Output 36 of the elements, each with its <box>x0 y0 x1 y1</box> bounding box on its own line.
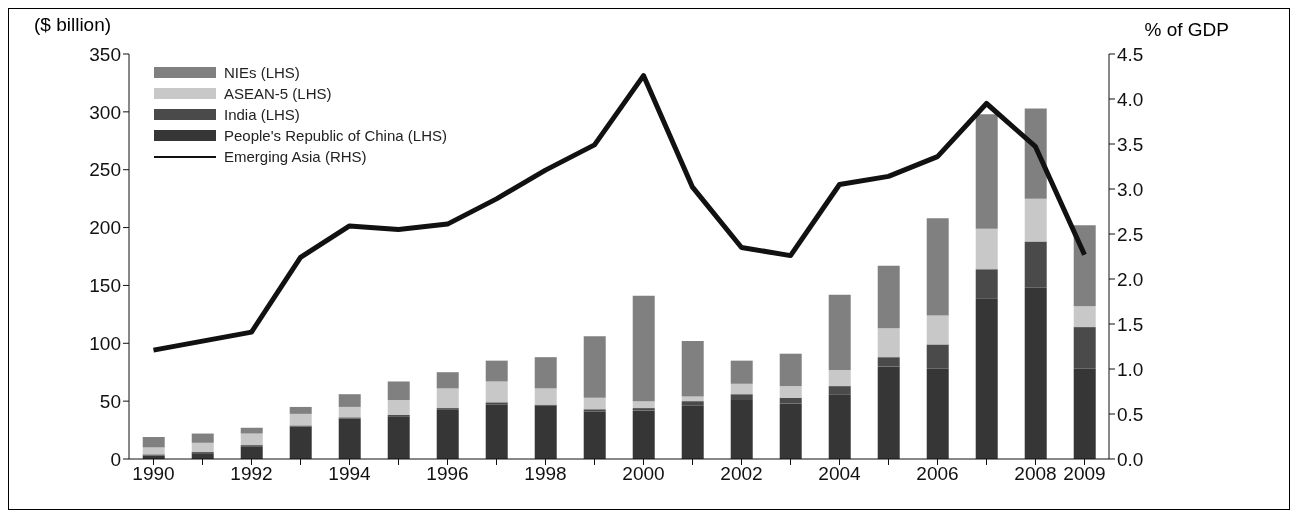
y2-tick-label: 4.0 <box>1117 88 1144 110</box>
y2-tick-label: 1.5 <box>1117 313 1144 335</box>
y2-tick-label: 4.5 <box>1117 43 1144 65</box>
y2-tick-label: 0.5 <box>1117 403 1144 425</box>
y-axis-title: ($ billion) <box>34 14 112 36</box>
y-tick-label: 50 <box>99 390 121 412</box>
y-tick-label: 200 <box>89 217 121 239</box>
y-tick-label: 0 <box>110 448 121 470</box>
y2-tick-label: 2.5 <box>1117 223 1144 245</box>
x-tick-label: 1998 <box>524 463 567 485</box>
x-tick-label: 2008 <box>1014 463 1057 485</box>
y-tick-label: 350 <box>89 43 121 65</box>
x-tick-label: 1994 <box>328 463 372 485</box>
x-tick-label: 1992 <box>230 463 273 485</box>
legend-label: People's Republic of China (LHS) <box>224 126 447 146</box>
legend-label: Emerging Asia (RHS) <box>224 147 367 167</box>
y-tick-label: 300 <box>89 101 121 123</box>
y-tick-label: 150 <box>89 275 121 297</box>
y-tick-label: 250 <box>89 159 121 181</box>
x-tick-label: 2002 <box>720 463 763 485</box>
y2-tick-label: 1.0 <box>1117 358 1144 380</box>
x-tick-label: 1996 <box>426 463 469 485</box>
x-tick-label: 2006 <box>916 463 959 485</box>
y2-tick-label: 2.0 <box>1117 268 1144 290</box>
y-tick-label: 100 <box>89 333 121 355</box>
x-tick-label: 2004 <box>818 463 862 485</box>
x-tick-label: 1990 <box>132 463 175 485</box>
legend-label: NIEs (LHS) <box>224 63 300 83</box>
legend-label: ASEAN-5 (LHS) <box>224 84 332 104</box>
y2-tick-label: 0.0 <box>1117 448 1144 470</box>
x-tick-label: 2009 <box>1063 463 1106 485</box>
legend-label: India (LHS) <box>224 105 300 125</box>
x-tick-label: 2000 <box>622 463 665 485</box>
y2-tick-label: 3.0 <box>1117 178 1144 200</box>
y2-tick-label: 3.5 <box>1117 133 1144 155</box>
y2-axis-title: % of GDP <box>1144 19 1229 41</box>
